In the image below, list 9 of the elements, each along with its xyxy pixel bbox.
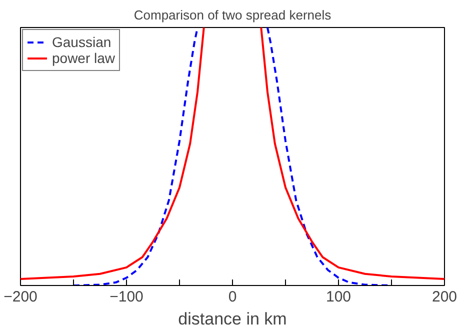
x-tick-label: 100 xyxy=(326,288,352,306)
x-tick-label: −100 xyxy=(110,288,144,306)
chart-title: Comparison of two spread kernels xyxy=(134,8,332,22)
x-tick-label: 0 xyxy=(228,288,237,306)
x-axis-title: distance in km xyxy=(178,310,287,328)
x-tick-label: 200 xyxy=(432,288,458,306)
legend-label: Gaussian xyxy=(52,34,112,50)
legend-label: power law xyxy=(52,50,116,66)
x-tick-label: −200 xyxy=(4,288,38,306)
